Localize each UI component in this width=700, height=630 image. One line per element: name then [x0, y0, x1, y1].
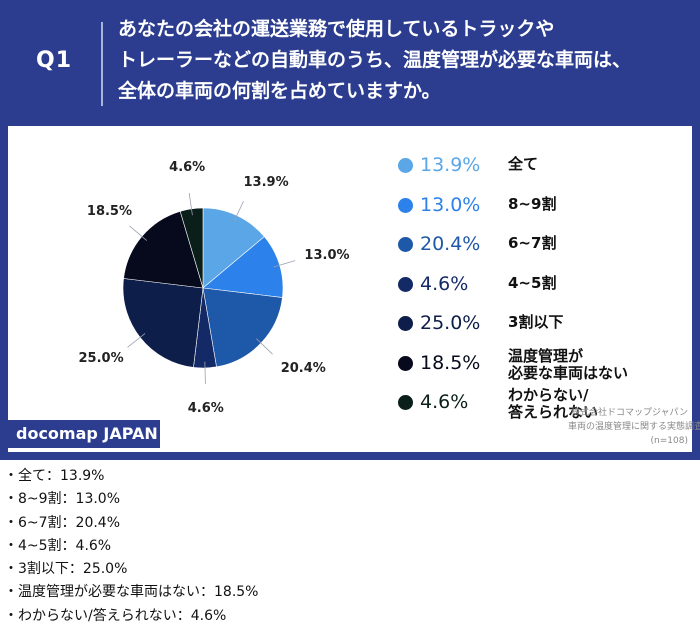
pie-chart [122, 192, 296, 384]
question-number: Q1 [36, 48, 73, 73]
pie-leader-line-6 [129, 225, 147, 241]
legend-label-line: 答えられない [508, 403, 599, 421]
legend-swatch-5 [398, 316, 413, 331]
question-line-2: トレーラーなどの自動車のうち、温度管理が必要な車両は、 [118, 49, 632, 71]
summary-item-2: ・8~9割：13.0% [4, 491, 121, 508]
legend-label-line: 8~9割 [508, 194, 557, 213]
legend-label-line: 必要な車両はない [508, 363, 629, 382]
summary-item-5: ・3割以下：25.0% [4, 561, 128, 578]
chart-panel: 13.9% 13.0% 20.4% 4.6% 25.0% 18.5% 4.6% 13.9% 全… [8, 126, 700, 452]
pie-slice-3 [202, 287, 283, 368]
pie-leader-line-3 [256, 338, 273, 355]
pie-value-label-7: 4.6% [169, 160, 206, 176]
source-line-3: (n=108) [650, 436, 688, 446]
legend-value-4: 4.6% [420, 272, 469, 295]
source-line-2: 車両の温度管理に関する実態調査 [568, 422, 700, 432]
brand-logo: docomap JAPAN [8, 420, 160, 448]
legend-label-line: わからない/ [508, 386, 589, 404]
pie-value-label-1: 13.9% [243, 175, 289, 191]
pie-slice-5 [122, 278, 204, 368]
legend-label-line: 4~5割 [508, 273, 557, 292]
legend-value-7: 4.6% [420, 391, 469, 413]
header-divider [101, 22, 103, 106]
question-line-1: あなたの会社の運送業務で使用しているトラックや [118, 18, 555, 40]
legend-swatch-6 [398, 355, 413, 371]
legend-swatch-3 [398, 237, 413, 252]
legend-label-4: 4~5割 [508, 273, 678, 292]
legend-value-1: 13.9% [420, 154, 481, 176]
legend-label-6: 温度管理が 必要な車両はない [508, 346, 678, 382]
summary-item-3: ・6~7割：20.4% [4, 514, 121, 531]
survey-card: Q1 あなたの会社の運送業務で使用しているトラックや トレーラーなどの自動車のう… [0, 0, 700, 460]
pie-value-label-4: 4.6% [187, 400, 224, 416]
summary-list: ・全て：13.9% ・8~9割：13.0% ・6~7割：20.4% ・4~5割：4.6… [4, 465, 258, 628]
pie-value-label-6: 18.5% [86, 204, 133, 220]
legend-label-line: 6~7割 [508, 234, 557, 252]
summary-item-6: ・温度管理が必要な車両はない：18.5% [4, 584, 259, 601]
pie-leader-line-2 [273, 260, 296, 268]
pie-leader-line-4 [204, 361, 206, 384]
legend-value-5: 25.0% [420, 312, 481, 334]
question-text: あなたの会社の運送業務で使用しているトラックや トレーラーなどの自動車のうち、温… [118, 14, 688, 107]
legend-label-3: 6~7割 [508, 235, 678, 252]
pie-leader-line-7 [188, 192, 193, 216]
legend-label-1: 全て [508, 156, 678, 173]
legend-swatch-1 [398, 158, 413, 173]
pie-leader-line-1 [233, 200, 244, 222]
legend-value-2: 13.0% [420, 193, 481, 216]
legend-swatch-2 [398, 197, 413, 213]
legend-label-7: わからない/答えられない [508, 387, 678, 421]
pie-value-label-3: 20.4% [280, 360, 326, 376]
pie-value-label-5: 25.0% [78, 350, 124, 366]
legend-label-line: 3割以下 [508, 313, 564, 331]
legend-label-2: 8~9割 [508, 194, 678, 213]
summary-item-1: ・全て：13.9% [4, 468, 105, 484]
question-header: Q1 あなたの会社の運送業務で使用しているトラックや トレーラーなどの自動車のう… [0, 0, 700, 126]
summary-item-7: ・わからない/答えられない：4.6% [4, 607, 227, 624]
legend-label-5: 3割以下 [508, 314, 678, 331]
source-line-1: 株式会社ドコマップジャパン [570, 408, 688, 418]
legend-label-line: 温度管理が [508, 346, 584, 365]
legend-label-line: 全て [508, 155, 539, 173]
legend-swatch-4 [398, 276, 413, 292]
summary-item-4: ・4~5割：4.6% [4, 537, 112, 554]
pie-leader-line-5 [127, 333, 146, 348]
source-note: 株式会社ドコマップジャパン 車両の温度管理に関する実態調査 (n=108) [568, 406, 700, 448]
legend-swatch-7 [398, 395, 413, 410]
legend-value-6: 18.5% [420, 351, 481, 374]
question-line-3: 全体の車両の何割を占めていますか。 [118, 80, 441, 102]
pie-value-label-2: 13.0% [304, 247, 350, 263]
legend-value-3: 20.4% [420, 233, 481, 255]
